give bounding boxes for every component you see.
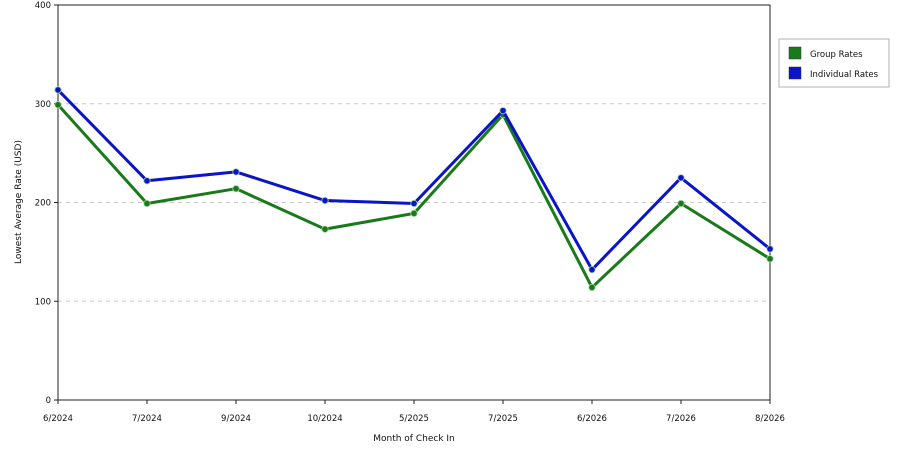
data-point-individual-rates: [143, 177, 151, 185]
data-point-group-rates: [321, 225, 329, 233]
x-tick-label: 10/2024: [307, 414, 342, 424]
y-axis-title: Lowest Average Rate (USD): [14, 140, 24, 264]
x-tick-label: 6/2026: [577, 414, 607, 424]
x-tick-label: 5/2025: [399, 414, 429, 424]
data-point-individual-rates: [588, 266, 596, 274]
legend-swatch-individual-rates: [788, 66, 802, 80]
x-axis-title: Month of Check In: [373, 434, 455, 444]
x-tick-label: 7/2026: [666, 414, 696, 424]
x-tick-label: 6/2024: [43, 414, 73, 424]
data-point-individual-rates: [766, 245, 774, 253]
data-point-individual-rates: [677, 174, 685, 182]
y-tick-label: 400: [35, 1, 51, 11]
data-point-group-rates: [143, 199, 151, 208]
data-point-group-rates: [232, 185, 240, 193]
data-point-group-rates: [410, 209, 418, 217]
data-point-individual-rates: [321, 196, 329, 205]
y-tick-label: 0: [46, 396, 51, 406]
x-axis-ticks: 6/2024 7/2024 9/2024 10/2024 5/2025 7/2025 6/2…: [43, 400, 785, 424]
x-tick-label: 7/2024: [132, 414, 162, 424]
y-tick-label: 300: [35, 100, 51, 110]
data-point-group-rates: [54, 101, 62, 109]
x-tick-label: 7/2025: [488, 414, 518, 424]
y-tick-label: 100: [35, 297, 51, 307]
data-point-individual-rates: [499, 107, 507, 115]
data-point-group-rates: [766, 255, 774, 263]
legend-label-individual-rates: Individual Rates: [810, 70, 879, 80]
series-line-individual-rates: [56, 88, 771, 272]
legend-label-group-rates: Group Rates: [810, 50, 863, 60]
y-axis-ticks: 0 100 200 300 400: [35, 1, 58, 406]
data-point-group-rates: [588, 283, 596, 292]
data-point-individual-rates: [54, 86, 62, 94]
data-point-individual-rates: [410, 199, 418, 208]
legend: Group Rates Individual Rates: [778, 38, 890, 88]
x-tick-label: 9/2024: [221, 414, 251, 424]
x-tick-label: 8/2026: [755, 414, 785, 424]
data-point-individual-rates: [232, 168, 240, 176]
legend-swatch-group-rates: [788, 46, 802, 60]
series-lines: [54, 86, 774, 292]
data-point-group-rates: [677, 199, 685, 208]
y-tick-label: 200: [35, 199, 51, 209]
